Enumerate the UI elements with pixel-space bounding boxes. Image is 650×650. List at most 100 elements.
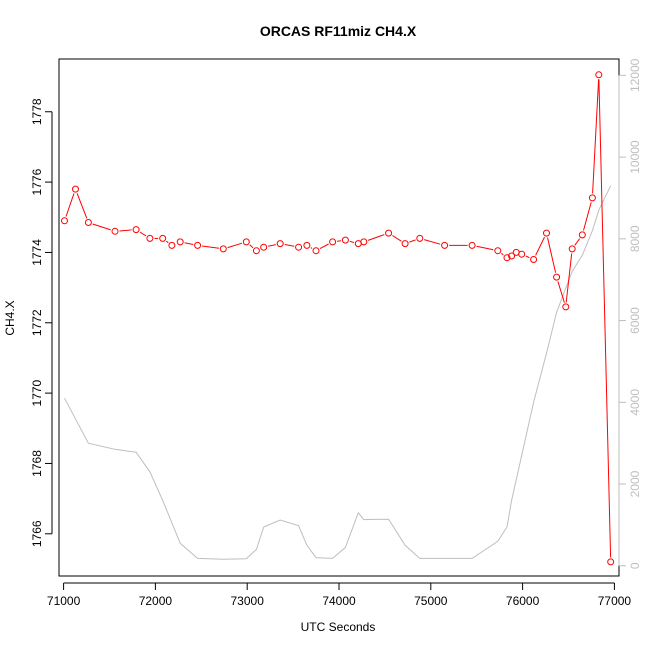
x-tick-label: 76000 (506, 594, 540, 608)
ch4-point (385, 229, 393, 237)
y-tick-label: 1776 (30, 168, 44, 195)
y-tick-label: 1766 (30, 520, 44, 547)
ch4-point (132, 226, 140, 234)
ch4-point (543, 229, 550, 237)
ch4-point (61, 217, 68, 225)
ch4-series (61, 71, 615, 566)
ch4-point (329, 238, 337, 246)
ch4-point (146, 234, 154, 242)
y-tick-label: 1772 (30, 309, 44, 336)
y2-tick-label: 0 (628, 562, 642, 569)
ch4-line-segment (547, 237, 557, 273)
ch4-line-segment (501, 253, 504, 256)
ch4-point (295, 243, 303, 251)
y-tick-label: 1770 (30, 379, 44, 406)
ch4-line-segment (367, 234, 385, 241)
ch4-line-segment (349, 240, 355, 243)
ch4-line-segment (65, 193, 75, 217)
ch4-line-segment (476, 245, 494, 251)
ch4-point (111, 227, 119, 235)
y2-tick-label: 12000 (628, 58, 642, 92)
y-tick-label: 1768 (30, 450, 44, 477)
ch4-line-segment (227, 242, 243, 249)
y2-tick-label: 10000 (628, 140, 642, 174)
ch4-point (401, 240, 409, 248)
y2-tick-label: 2000 (628, 470, 642, 497)
ch4-line-segment (267, 244, 276, 247)
ch4-point (503, 254, 511, 262)
ch4-line-segment (119, 229, 132, 232)
ch4-point (312, 247, 320, 255)
ch4-line-segment (165, 240, 169, 244)
ch4-point (168, 241, 176, 249)
ch4-line-segment (525, 255, 530, 259)
ch4-point (518, 250, 526, 258)
ch4-line-segment (139, 231, 147, 237)
ch4-point (84, 219, 92, 226)
ch4-line-segment (92, 223, 111, 231)
ch4-point (595, 71, 603, 79)
ch4-point (242, 238, 250, 246)
ch4-line-segment (409, 239, 416, 243)
ch4-point (303, 241, 311, 249)
ch4-point (588, 194, 596, 202)
x-axis-title: UTC Seconds (301, 620, 376, 634)
ch4-point (194, 241, 202, 249)
ch4-point (553, 273, 561, 281)
ch4-point (508, 252, 516, 260)
ch4-point (530, 256, 538, 263)
ch4-point (159, 234, 167, 242)
ch4-line-segment (592, 79, 600, 194)
y-tick-label: 1778 (30, 98, 44, 125)
ch4-line-segment (574, 238, 581, 246)
ch4-point (562, 303, 570, 311)
y-axis-title: CH4.X (3, 300, 17, 335)
ch4-line-segment (598, 79, 612, 558)
ch4-line-segment (310, 247, 313, 249)
ch4-point (176, 238, 184, 246)
y2-tick-label: 6000 (628, 307, 642, 334)
ch4-line-segment (284, 244, 295, 247)
ch4-line-segment (202, 245, 219, 249)
ch4-line-segment (184, 242, 194, 245)
ch4-point (568, 245, 576, 253)
ch4-line-segment (423, 239, 441, 245)
y-axis-right: 0 2000 4000 6000 8000 10000 12000 (618, 58, 642, 569)
x-tick-label: 75000 (414, 594, 448, 608)
altitude-line (64, 185, 612, 560)
x-tick-label: 72000 (139, 594, 173, 608)
x-tick-label: 73000 (231, 594, 265, 608)
ch4-point (441, 241, 449, 249)
ch4-line-segment (249, 244, 254, 249)
x-tick-label: 77000 (598, 594, 632, 608)
y2-tick-label: 4000 (628, 389, 642, 416)
ch4-line-segment (583, 202, 592, 231)
ch4-point (252, 247, 260, 255)
ch4-point (578, 231, 586, 239)
ch4-point (72, 185, 79, 193)
ch4-point (219, 245, 227, 253)
x-axis: 71000 72000 73000 74000 75000 76000 77000 (47, 582, 632, 608)
ch4-point (416, 234, 424, 242)
ch4-point (341, 236, 349, 244)
ch4-line-segment (319, 243, 329, 250)
ch4-line-segment (336, 240, 342, 242)
ch4-point (360, 238, 368, 246)
ch4-line-segment (535, 236, 545, 256)
ch4-line-segment (76, 193, 88, 219)
y-axis-left: 1766 1768 1770 1772 1774 1776 1778 (30, 98, 53, 547)
ch4-point (494, 247, 502, 255)
chart-title: ORCAS RF11miz CH4.X (260, 23, 417, 39)
x-tick-label: 74000 (322, 594, 356, 608)
ch4-point (468, 241, 476, 249)
ch4-point (607, 558, 615, 566)
y-tick-label: 1774 (30, 239, 44, 266)
altitude-series (64, 185, 612, 560)
ch4-point (260, 243, 268, 251)
x-tick-label: 71000 (47, 594, 81, 608)
ch4-line-segment (392, 235, 402, 242)
ch4-point (276, 240, 284, 248)
ch4-line-segment (557, 281, 565, 303)
